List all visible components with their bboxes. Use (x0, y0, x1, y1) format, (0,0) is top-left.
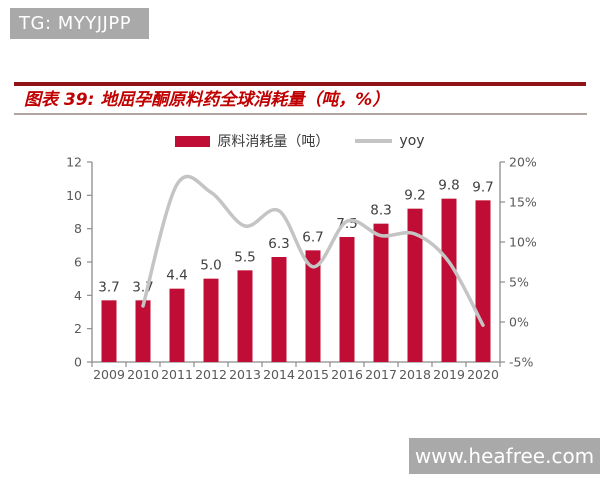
left-axis-tick-label: 8 (74, 221, 82, 236)
bar-2012 (203, 278, 219, 362)
bar-2019 (441, 198, 457, 362)
x-axis-label: 2020 (467, 367, 499, 382)
x-axis-label: 2010 (127, 367, 159, 382)
bottom-watermark-badge: www.heafree.com (409, 438, 600, 474)
bar-value-label: 6.7 (302, 229, 323, 245)
x-axis-label: 2017 (365, 367, 397, 382)
bar-2013 (237, 270, 253, 362)
x-axis-label: 2016 (331, 367, 363, 382)
figure-title: 图表 39: 地屈孕酮原料药全球消耗量（吨，%） (24, 90, 390, 110)
x-axis-label: 2014 (263, 367, 295, 382)
bottom-watermark-text: www.heafree.com (414, 444, 595, 468)
x-axis-label: 2013 (229, 367, 261, 382)
top-watermark-text: TG: MYYJJPP (19, 13, 132, 34)
chart-legend: 原料消耗量（吨） yoy (0, 131, 600, 151)
title-under-rule (14, 113, 587, 115)
right-axis-tick-label: 0% (509, 315, 529, 330)
left-axis-tick-label: 6 (74, 255, 82, 270)
bar-2015 (305, 250, 321, 362)
bar-value-label: 4.4 (166, 268, 187, 284)
bar-value-label: 9.7 (472, 179, 493, 195)
left-axis-tick-label: 0 (74, 355, 82, 370)
bar-2011 (169, 288, 185, 362)
right-axis-tick-label: 5% (509, 275, 529, 290)
left-axis-tick-label: 2 (74, 321, 82, 336)
bar-value-label: 5.5 (234, 249, 255, 265)
x-axis-label: 2015 (297, 367, 329, 382)
bar-2014 (271, 257, 287, 362)
right-axis-tick-label: 15% (509, 195, 537, 210)
bar-2016 (339, 237, 355, 362)
right-axis-tick-label: 20% (509, 155, 537, 170)
bar-2010 (135, 300, 151, 362)
right-axis-tick-label: 10% (509, 235, 537, 250)
legend-item-yoy: yoy (355, 133, 425, 149)
bar-value-label: 9.8 (438, 178, 459, 194)
left-axis-tick-label: 10 (66, 188, 82, 203)
legend-line-swatch (355, 139, 393, 143)
legend-bar-label: 原料消耗量（吨） (217, 134, 330, 150)
bar-2020 (475, 200, 491, 362)
bar-2018 (407, 208, 423, 362)
x-axis-label: 2019 (433, 367, 465, 382)
x-axis-label: 2011 (161, 367, 193, 382)
legend-item-consumption: 原料消耗量（吨） (175, 131, 329, 151)
bar-value-label: 9.2 (404, 188, 425, 204)
bar-value-label: 3.7 (98, 279, 119, 295)
yoy-line (141, 174, 485, 327)
x-axis-label: 2012 (195, 367, 227, 382)
legend-bar-swatch (175, 135, 211, 147)
bar-value-label: 6.3 (268, 236, 289, 252)
x-axis-label: 2009 (93, 367, 125, 382)
bar-value-label: 5.0 (200, 258, 221, 274)
left-axis-tick-label: 12 (66, 155, 82, 170)
right-axis-tick-label: -5% (509, 355, 533, 370)
top-watermark-badge: TG: MYYJJPP (10, 8, 149, 39)
bar-value-label: 8.3 (370, 203, 391, 219)
bar-2017 (373, 223, 389, 362)
bar-2009 (101, 300, 117, 362)
x-axis-label: 2018 (399, 367, 431, 382)
left-axis-tick-label: 4 (74, 288, 82, 303)
legend-yoy-label: yoy (399, 133, 425, 149)
title-top-rule (14, 82, 586, 86)
